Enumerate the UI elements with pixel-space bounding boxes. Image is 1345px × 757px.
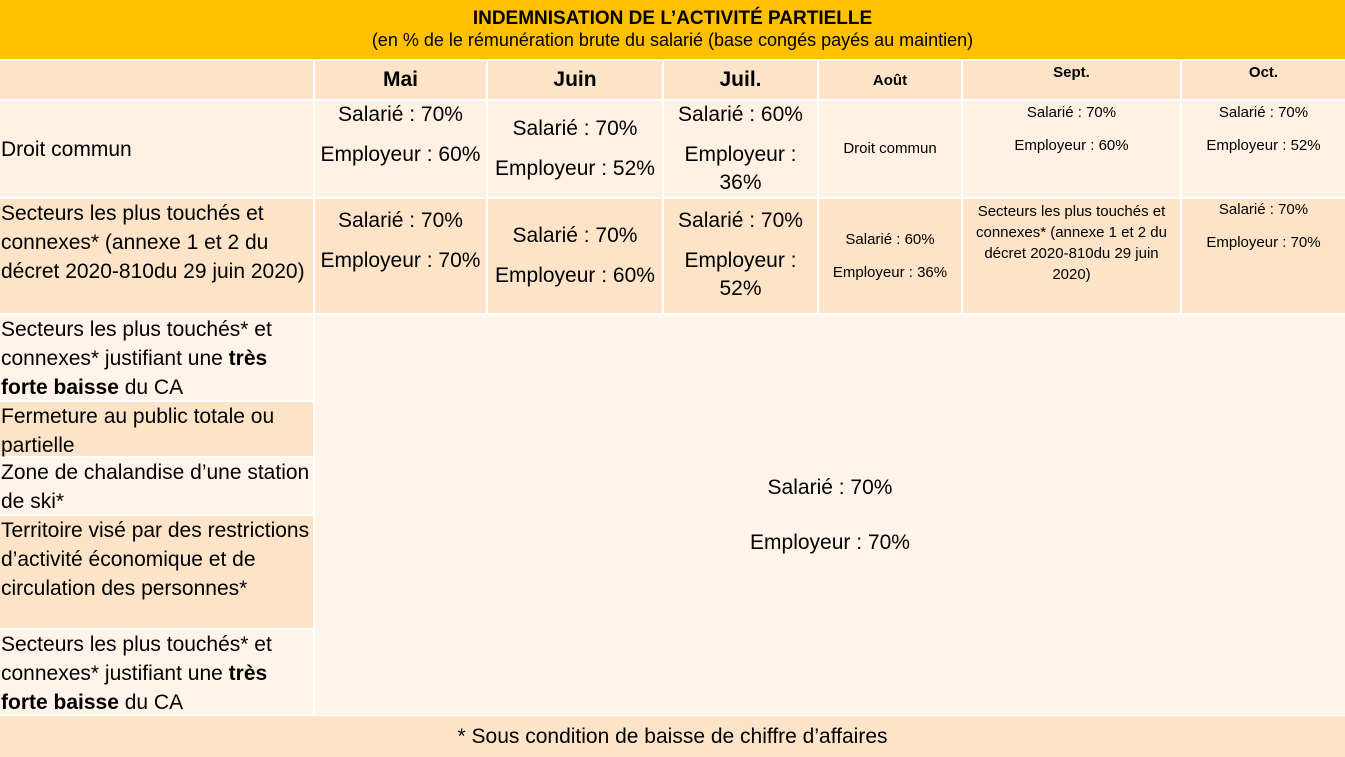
header-sept: Sept. — [963, 61, 1180, 99]
cell-droit-commun-aout: Droit commun — [819, 101, 961, 197]
label-bold-text: très forte baisse — [1, 662, 268, 714]
salarie-rate: Salarié : 70% — [338, 209, 463, 232]
salarie-rate: Salarié : 70% — [678, 209, 803, 232]
salarie-rate: Salarié : 70% — [1218, 201, 1309, 218]
cell-droit-commun-juin: Salarié : 70% Employeur : 52% — [488, 101, 662, 197]
cell-droit-commun-mai: Salarié : 70% Employeur : 60% — [315, 101, 486, 197]
employeur-rate: Employeur : 60% — [495, 264, 655, 287]
row-label-ski: Zone de chalandise d’une station de ski* — [0, 458, 313, 514]
row-label-droit-commun: Droit commun — [0, 101, 313, 197]
header-juin: Juin — [488, 61, 662, 99]
employeur-rate: Employeur : 70% — [320, 249, 481, 272]
employeur-rate: Employeur : 70% — [750, 530, 910, 554]
salarie-rate: Salarié : 70% — [1218, 104, 1309, 121]
label-text: Secteurs les plus touchés* et connexes* … — [1, 633, 272, 685]
merged-rate-cell: Salarié : 70% Employeur : 70% — [315, 315, 1345, 715]
salarie-rate: Salarié : 70% — [1026, 104, 1117, 121]
employeur-rate: Employeur : 60% — [1014, 137, 1129, 154]
header-oct: Oct. — [1182, 61, 1345, 99]
cell-secteurs-juil: Salarié : 70% Employeur : 52% — [664, 199, 817, 313]
header-empty-cell — [0, 61, 313, 99]
salarie-rate: Salarié : 70% — [767, 475, 893, 499]
cell-secteurs-sept: Secteurs les plus touchés et connexes* (… — [963, 199, 1180, 313]
cell-droit-commun-oct: Salarié : 70% Employeur : 52% — [1182, 101, 1345, 197]
employeur-rate: Employeur : 36% — [832, 263, 948, 281]
employeur-rate: Employeur : 52% — [495, 157, 655, 180]
header-mai: Mai — [315, 61, 486, 99]
title-subtitle: (en % de le rémunération brute du salari… — [371, 30, 974, 50]
cell-droit-commun-juil: Salarié : 60% Employeur : 36% — [664, 101, 817, 197]
salarie-rate: Salarié : 70% — [512, 117, 638, 140]
footnote: * Sous condition de baisse de chiffre d’… — [0, 716, 1345, 757]
salarie-rate: Salarié : 60% — [678, 103, 803, 126]
employeur-rate: Employeur : 52% — [684, 249, 797, 300]
droit-commun-text: Droit commun — [843, 140, 937, 157]
salarie-rate: Salarié : 60% — [845, 230, 935, 248]
header-aout: Août — [819, 61, 961, 99]
employeur-rate: Employeur : 36% — [684, 143, 797, 194]
employeur-rate: Employeur : 52% — [1206, 137, 1321, 154]
header-juil: Juil. — [664, 61, 817, 99]
row-label-territoire: Territoire visé par des restrictions d’a… — [0, 516, 313, 628]
label-text-end: du CA — [118, 691, 184, 714]
row-label-secteurs: Secteurs les plus touchés et connexes* (… — [0, 199, 313, 313]
employeur-rate: Employeur : 60% — [320, 143, 481, 166]
salarie-rate: Salarié : 70% — [512, 224, 638, 247]
table-title: INDEMNISATION DE L’ACTIVITÉ PARTIELLE (e… — [0, 0, 1345, 59]
label-bold-text: très forte baisse — [1, 347, 268, 399]
cell-secteurs-juin: Salarié : 70% Employeur : 60% — [488, 199, 662, 313]
employeur-rate: Employeur : 70% — [1206, 234, 1321, 251]
cell-secteurs-mai: Salarié : 70% Employeur : 70% — [315, 199, 486, 313]
row-label-fermeture: Fermeture au public totale ou partielle — [0, 402, 313, 457]
cell-secteurs-oct: Salarié : 70% Employeur : 70% — [1182, 199, 1345, 313]
cell-secteurs-aout: Salarié : 60% Employeur : 36% — [819, 199, 961, 313]
label-text: Secteurs les plus touchés* et connexes* … — [1, 318, 272, 370]
salarie-rate: Salarié : 70% — [338, 103, 463, 126]
title-main: INDEMNISATION DE L’ACTIVITÉ PARTIELLE — [472, 8, 873, 29]
cell-droit-commun-sept: Salarié : 70% Employeur : 60% — [963, 101, 1180, 197]
row-label-forte-baisse-1: Secteurs les plus touchés* et connexes* … — [0, 315, 313, 400]
label-text-end: du CA — [118, 376, 184, 399]
row-label-forte-baisse-2: Secteurs les plus touchés* et connexes* … — [0, 630, 313, 714]
